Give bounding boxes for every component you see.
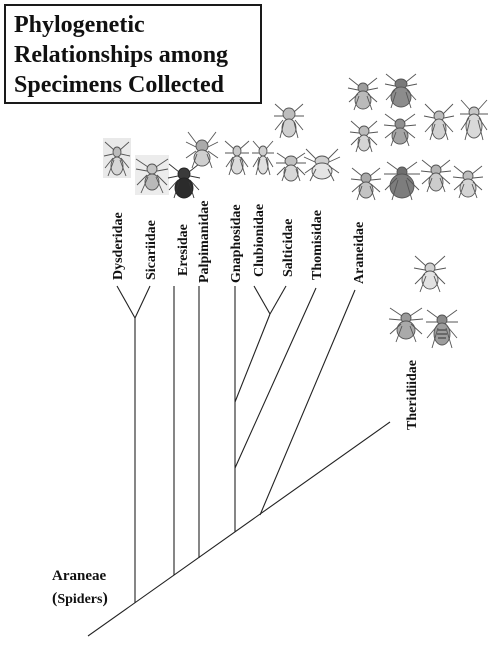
branch-sicariidae bbox=[134, 285, 151, 319]
spider-gnaphosidae-icon bbox=[224, 140, 250, 176]
spider-illustrations bbox=[103, 73, 488, 349]
spider-palpimanidae-icon bbox=[185, 131, 219, 169]
root-label: Araneae bbox=[52, 568, 107, 584]
branch-thomisidae bbox=[234, 287, 317, 469]
root-common-name: (Spiders) bbox=[52, 590, 108, 608]
spider-sicariidae-icon bbox=[135, 155, 169, 195]
taxon-label-clubionidae: Clubionidae bbox=[252, 204, 267, 277]
root-common-text: Spiders bbox=[57, 592, 103, 607]
spider-theridiidae-3-icon bbox=[426, 309, 458, 349]
taxon-label-salticidae: Salticidae bbox=[281, 219, 296, 277]
spider-araneidae-9-icon bbox=[420, 159, 452, 193]
taxon-labels: Dysderidae Sicariidae Eresidae Palpimani… bbox=[111, 201, 420, 430]
spider-eresidae-icon bbox=[167, 163, 201, 199]
spider-araneidae-3-icon bbox=[349, 120, 379, 153]
spider-theridiidae-2-icon bbox=[388, 307, 424, 343]
title-box: Phylogenetic Relationships among Specime… bbox=[4, 4, 262, 104]
spider-thomisidae-icon bbox=[303, 148, 341, 182]
spider-araneidae-10-icon bbox=[452, 165, 484, 199]
spider-araneidae-1-icon bbox=[347, 77, 379, 111]
branch-salticidae bbox=[269, 285, 287, 315]
spider-dysderidae-icon bbox=[103, 138, 131, 178]
spider-araneidae-7-icon bbox=[350, 167, 382, 201]
title-line-1: Phylogenetic bbox=[14, 12, 145, 38]
tree-branches bbox=[87, 285, 391, 637]
branch-clubionidae bbox=[253, 285, 271, 315]
title-line-2: Relationships among bbox=[14, 42, 229, 68]
spider-araneidae-2-icon bbox=[384, 73, 418, 109]
spider-araneidae-5-icon bbox=[423, 103, 455, 141]
title-line-3: Specimens Collected bbox=[14, 72, 224, 98]
spider-clubionidae-icon bbox=[252, 140, 274, 176]
spider-theridiidae-1-icon bbox=[413, 255, 447, 293]
branch-araneoid-clade bbox=[259, 289, 356, 516]
branch-root-trunk bbox=[87, 421, 391, 637]
taxon-label-dysderidae: Dysderidae bbox=[111, 212, 126, 280]
spider-araneidae-8-icon bbox=[384, 161, 420, 201]
spider-salticidae-top-icon bbox=[274, 103, 304, 139]
taxon-label-gnaphosidae: Gnaphosidae bbox=[229, 204, 244, 283]
spider-salticidae-bottom-icon bbox=[276, 152, 306, 182]
root-paren-open: ( bbox=[52, 590, 58, 607]
taxon-label-eresidae: Eresidae bbox=[176, 224, 191, 276]
branch-dysderidae bbox=[116, 285, 136, 319]
spider-araneidae-4-icon bbox=[383, 113, 417, 147]
taxon-label-sicariidae: Sicariidae bbox=[144, 220, 159, 280]
taxon-label-araneidae: Araneidae bbox=[352, 222, 367, 284]
taxon-label-thomisidae: Thomisidae bbox=[310, 210, 325, 280]
taxon-label-theridiidae: Theridiidae bbox=[405, 360, 420, 430]
root-paren-close: ) bbox=[102, 590, 108, 607]
branch-dionychan-clade bbox=[234, 313, 271, 403]
taxon-label-palpimanidae: Palpimanidae bbox=[197, 201, 212, 283]
spider-araneidae-6-icon bbox=[460, 99, 488, 141]
